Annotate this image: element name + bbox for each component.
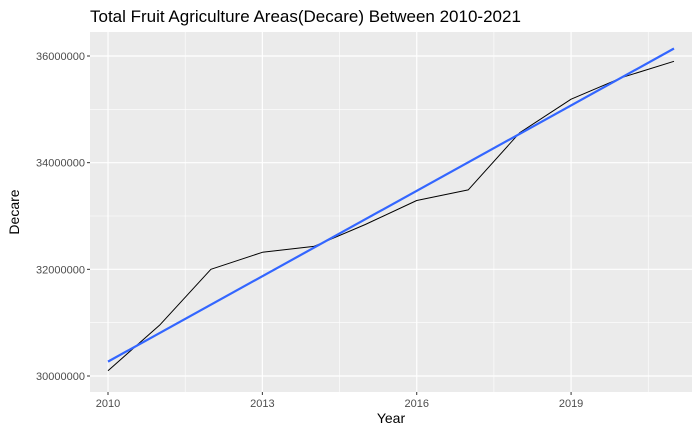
axis-ticks: 2010 2013 2016 2019 30000000 32000000 34000000… <box>36 51 583 410</box>
data-series <box>107 47 675 372</box>
x-tick-label: 2019 <box>559 398 583 410</box>
y-tick-label: 34000000 <box>36 158 85 170</box>
chart-title: Total Fruit Agriculture Areas(Decare) Be… <box>90 7 521 26</box>
y-tick-label: 36000000 <box>36 51 85 63</box>
y-tick-label: 30000000 <box>36 371 85 383</box>
trend-line <box>107 47 675 363</box>
grid-lines <box>90 32 692 392</box>
x-tick-label: 2013 <box>250 398 274 410</box>
y-axis-title: Decare <box>6 189 22 234</box>
x-axis-title: Year <box>377 410 406 426</box>
x-tick-label: 2016 <box>404 398 428 410</box>
x-tick-label: 2010 <box>96 398 120 410</box>
y-tick-label: 32000000 <box>36 264 85 276</box>
data-line <box>107 60 675 372</box>
